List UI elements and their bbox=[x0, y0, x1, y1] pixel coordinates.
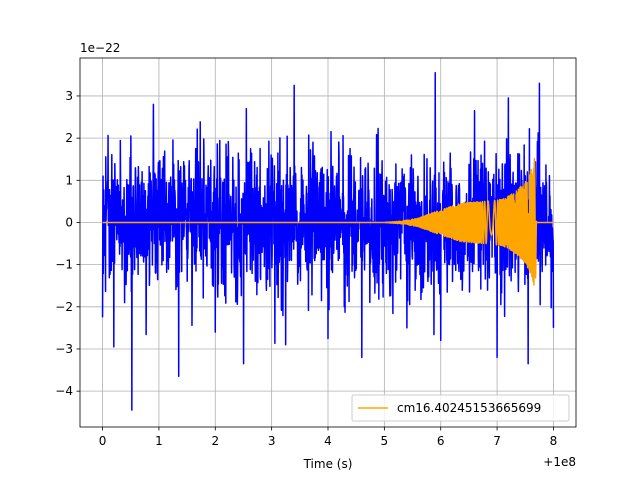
x-tick-label: 0 bbox=[99, 434, 107, 448]
x-tick-label: 4 bbox=[324, 434, 332, 448]
legend: cm16.40245153665699 bbox=[351, 394, 570, 422]
legend-box bbox=[351, 394, 570, 422]
x-tick-label: 8 bbox=[550, 434, 558, 448]
y-tick-label: 3 bbox=[65, 89, 73, 103]
series-chirp-line bbox=[101, 157, 555, 286]
y-tick-label: 2 bbox=[65, 131, 73, 145]
y-tick-label: −1 bbox=[55, 258, 73, 272]
x-tick-label: 6 bbox=[437, 434, 445, 448]
x-tick-label: 3 bbox=[268, 434, 276, 448]
y-scale-label: 1e−22 bbox=[80, 41, 120, 55]
x-tick-label: 7 bbox=[493, 434, 501, 448]
y-tick-label: −4 bbox=[55, 384, 73, 398]
y-axis: −4 −3 −2 −1 0 1 2 3 bbox=[55, 89, 80, 398]
y-tick-label: 0 bbox=[65, 215, 73, 229]
x-axis-title: Time (s) bbox=[303, 457, 353, 471]
series-layer bbox=[101, 72, 555, 411]
x-tick-label: 2 bbox=[211, 434, 219, 448]
legend-label: cm16.40245153665699 bbox=[397, 401, 541, 415]
x-offset-label: +1e8 bbox=[543, 455, 576, 469]
x-tick-label: 1 bbox=[155, 434, 163, 448]
x-axis: 0 1 2 3 4 5 6 7 8 bbox=[99, 427, 558, 448]
series-noise-line bbox=[101, 72, 555, 411]
y-tick-label: 1 bbox=[65, 173, 73, 187]
x-tick-label: 5 bbox=[381, 434, 389, 448]
y-tick-label: −3 bbox=[55, 342, 73, 356]
y-tick-label: −2 bbox=[55, 300, 73, 314]
